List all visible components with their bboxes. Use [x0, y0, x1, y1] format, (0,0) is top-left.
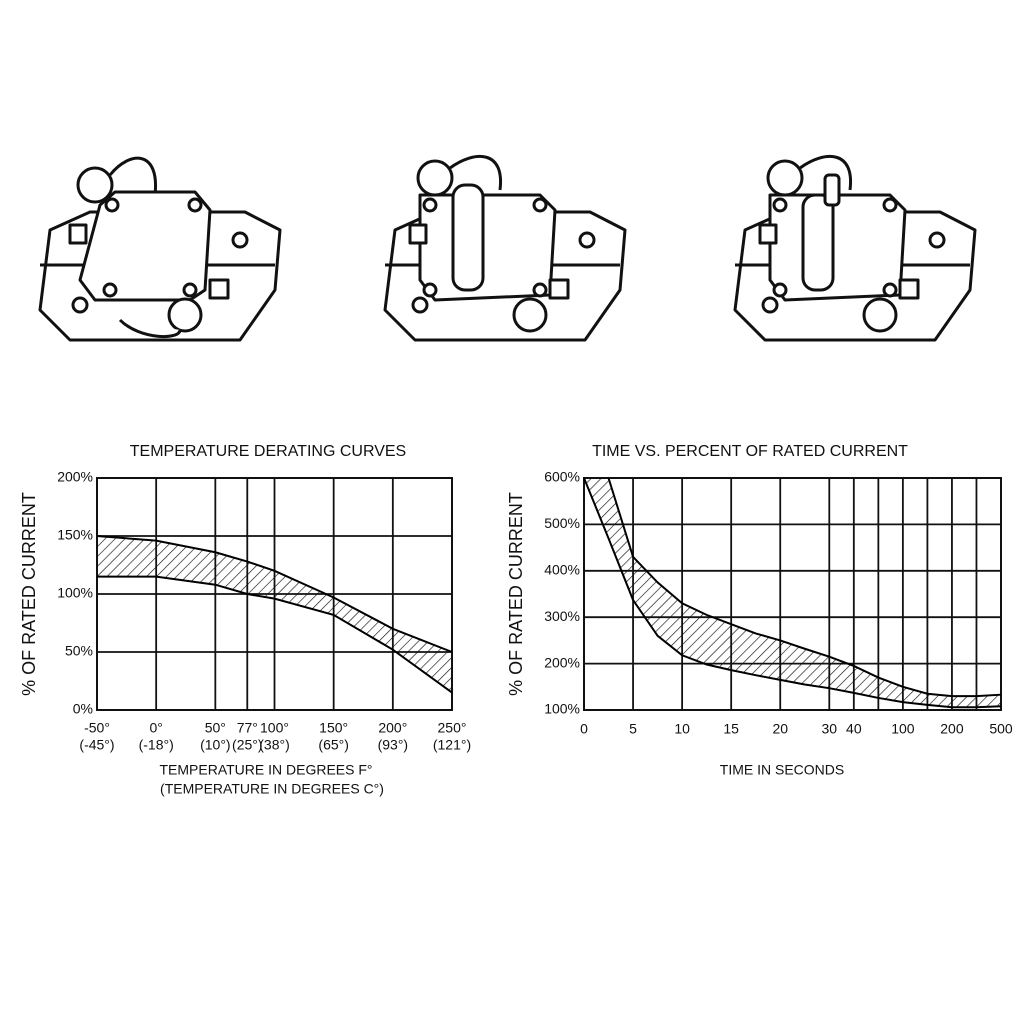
x-tick-sublabel: (38°)	[259, 737, 290, 753]
hatch-band	[97, 536, 452, 693]
x-tick-label: 30	[822, 721, 838, 737]
x-tick-label: 10	[674, 721, 690, 737]
x-tick-label: 0	[580, 721, 588, 737]
x-tick-label: 250°	[438, 720, 467, 736]
plot-frame	[583, 477, 1002, 711]
band-edge	[607, 477, 1002, 698]
x-tick-sublabel: (121°)	[433, 737, 471, 753]
x-axis-label: TEMPERATURE IN DEGREES F°	[159, 762, 372, 778]
chart-title: TIME VS. PERCENT OF RATED CURRENT	[592, 443, 908, 460]
x-tick-sublabel: (93°)	[378, 737, 409, 753]
x-tick-label: 40	[846, 721, 862, 737]
y-tick-label: 400%	[544, 562, 580, 578]
breaker-lever-reset	[383, 155, 627, 342]
y-axis-label: % OF RATED CURRENT	[19, 492, 39, 696]
x-tick-label: 200°	[378, 720, 407, 736]
y-axis-label: % OF RATED CURRENT	[506, 492, 526, 696]
band-edge	[583, 477, 1002, 709]
hatch-band	[584, 478, 1001, 708]
y-tick-label: 100%	[57, 585, 93, 601]
breaker-cover	[38, 156, 282, 342]
x-tick-label: 150°	[319, 720, 348, 736]
y-tick-label: 300%	[544, 608, 580, 624]
x-tick-sublabel: (25°)	[232, 737, 263, 753]
y-tick-label: 100%	[544, 701, 580, 717]
y-tick-label: 200%	[57, 469, 93, 485]
y-tick-label: 150%	[57, 527, 93, 543]
x-tick-label: 50°	[205, 720, 226, 736]
x-tick-label: 100°	[260, 720, 289, 736]
x-axis-label: TIME IN SECONDS	[720, 762, 844, 778]
x-tick-sublabel: (65°)	[318, 737, 349, 753]
x-tick-label: 77°	[237, 720, 258, 736]
y-tick-label: 200%	[544, 654, 580, 670]
y-tick-label: 50%	[65, 643, 93, 659]
x-tick-label: 200	[940, 721, 964, 737]
x-tick-sublabel: (-18°)	[139, 737, 174, 753]
y-tick-label: 0%	[73, 701, 93, 717]
x-tick-label: 500	[989, 721, 1013, 737]
x-tick-label: 0°	[149, 720, 162, 736]
x-tick-label: -50°	[84, 720, 110, 736]
x-tick-label: 20	[772, 721, 788, 737]
plot-frame	[96, 477, 453, 711]
x-tick-sublabel: (10°)	[200, 737, 231, 753]
breaker-tripped	[733, 155, 977, 342]
x-tick-label: 100	[891, 721, 915, 737]
x-tick-label: 5	[629, 721, 637, 737]
band-edge	[96, 535, 453, 653]
chart-title: TEMPERATURE DERATING CURVES	[130, 443, 406, 460]
y-tick-label: 600%	[544, 469, 580, 485]
x-tick-label: 15	[723, 721, 739, 737]
x-tick-sublabel: (-45°)	[79, 737, 114, 753]
y-tick-label: 500%	[544, 515, 580, 531]
band-edge	[97, 575, 453, 694]
x-axis-label-2: (TEMPERATURE IN DEGREES C°)	[160, 781, 384, 797]
